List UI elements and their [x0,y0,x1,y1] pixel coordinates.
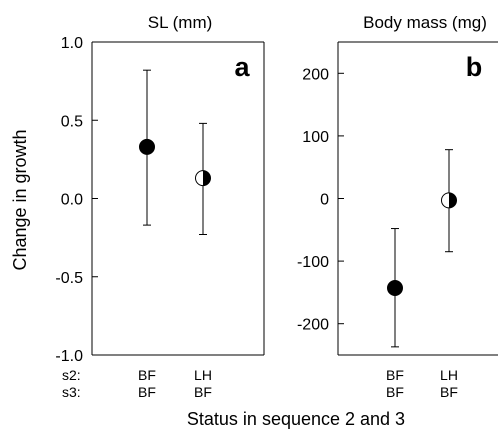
y-tick-label: 200 [302,66,329,83]
data-point-half-fill [449,192,457,208]
row-label-s3: s3: [62,384,81,400]
panel-letter: a [234,52,250,82]
category-label: BF [138,384,156,400]
y-tick-label: -1.0 [55,348,83,365]
x-axis-title: Status in sequence 2 and 3 [187,409,405,429]
category-label: BF [440,384,458,400]
category-label: BF [138,367,156,383]
y-tick-label: 0.5 [61,113,83,130]
data-point [387,280,403,297]
y-tick-label: -100 [297,254,329,271]
data-point [139,138,155,155]
category-label: BF [194,384,212,400]
category-label: LH [440,367,458,383]
panel-letter: b [466,52,483,82]
panel-title: SL (mm) [148,13,213,32]
data-point-half-fill [203,170,211,186]
panel-title: Body mass (mg) [363,13,487,32]
category-label: BF [386,384,404,400]
y-axis-title: Change in growth [10,129,30,270]
y-tick-label: 100 [302,129,329,146]
y-tick-label: 0.0 [61,192,83,209]
y-tick-label: 0 [320,192,329,209]
category-label: BF [386,367,404,383]
y-tick-label: 1.0 [61,35,83,52]
row-label-s2: s2: [62,367,81,383]
y-tick-label: -200 [297,317,329,334]
category-label: LH [194,367,212,383]
y-tick-label: -0.5 [55,270,83,287]
